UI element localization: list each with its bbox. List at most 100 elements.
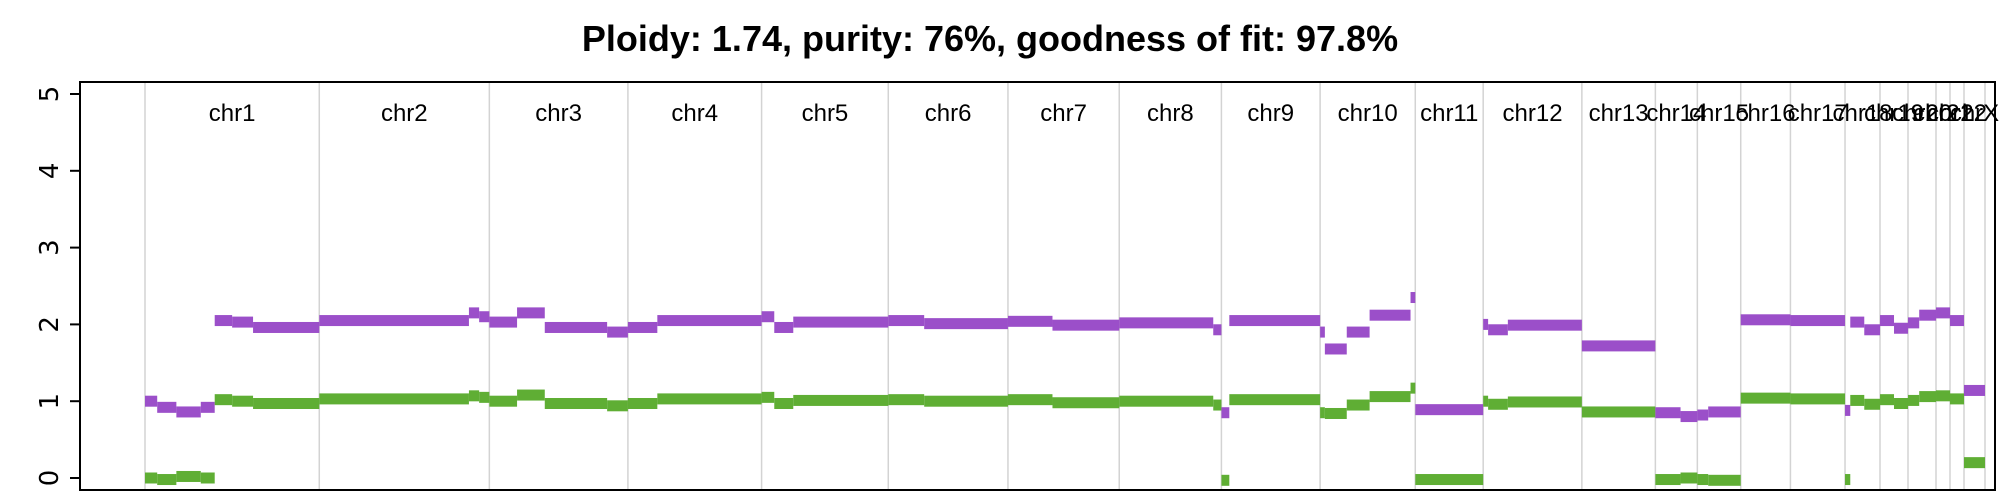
minor-cn-segment (1410, 382, 1416, 394)
chromosome-label: chr21 (1913, 100, 1973, 127)
major-cn-segment (1483, 318, 1489, 330)
minor-cn-segment (1119, 395, 1214, 407)
major-cn-segment (1488, 324, 1508, 336)
chromosome-label: chr18 (1832, 100, 1892, 127)
chart-title: Ploidy: 1.74, purity: 76%, goodness of f… (581, 18, 1399, 59)
minor-cn-segment (1213, 399, 1222, 411)
minor-cn-segment (1936, 390, 1951, 402)
major-cn-segment (1415, 404, 1484, 416)
minor-cn-segment (1880, 394, 1895, 406)
minor-cn-segment (627, 398, 658, 410)
minor-cn-segment (1894, 398, 1909, 410)
major-cn-segment (1369, 309, 1411, 321)
major-cn-segment (1324, 343, 1347, 355)
major-cn-segment (1919, 309, 1937, 321)
minor-cn-segment (607, 400, 628, 412)
major-cn-segment (253, 321, 320, 333)
minor-cn-segment (176, 470, 201, 482)
major-cn-segment (200, 401, 215, 413)
minor-cn-segment (1229, 394, 1321, 406)
chromosome-label: chr20 (1892, 100, 1952, 127)
chromosome-label: chr11 (1420, 100, 1478, 127)
major-cn-segment (468, 307, 480, 319)
major-cn-segment (1507, 319, 1582, 331)
minor-cn-segment (1850, 394, 1865, 406)
minor-cn-segment (1950, 393, 1965, 405)
major-cn-segment (774, 321, 794, 333)
minor-cn-segment (1964, 457, 1985, 469)
minor-cn-segment (1221, 474, 1230, 486)
chromosome-label: chr15 (1689, 100, 1749, 127)
minor-cn-segment (1581, 406, 1656, 418)
major-cn-segment (319, 315, 469, 327)
major-cn-segment (232, 316, 254, 328)
major-cn-segment (1213, 324, 1222, 336)
major-cn-segment (176, 406, 201, 418)
major-cn-segment (1581, 340, 1656, 352)
major-cn-segment (1740, 314, 1791, 326)
chromosome-label: chr8 (1147, 100, 1194, 127)
minor-cn-segment (253, 398, 320, 410)
minor-cn-segment (1908, 394, 1920, 406)
minor-cn-segment (1655, 474, 1681, 486)
major-cn-segment (1950, 315, 1965, 327)
chromosome-label: chr14 (1646, 100, 1706, 127)
minor-cn-segment (232, 395, 254, 407)
y-tick-label: 0 (35, 470, 65, 487)
major-cn-segment (627, 321, 658, 333)
minor-cn-segment (544, 398, 608, 410)
major-cn-segment (1894, 322, 1909, 334)
chromosome-label: chr16 (1736, 100, 1796, 127)
major-cn-segment (479, 311, 490, 323)
grid-lines (144, 82, 1986, 490)
minor-cn-segment (214, 394, 233, 406)
minor-cn-segment (657, 393, 762, 405)
major-cn-segment (1964, 384, 1985, 396)
chromosome-label: chr22 (1927, 100, 1987, 127)
y-axis: 0 1 2 3 4 5 (35, 86, 81, 487)
major-cn-segment (1655, 407, 1681, 419)
major-cn-segment (657, 315, 762, 327)
minor-cn-segment (1052, 397, 1120, 409)
chromosome-labels: chr1 chr2 chr3 chr4 chr5 chr6 chr7 chr8 chr9 chr1… (209, 100, 1999, 127)
minor-cn-segment (1680, 472, 1698, 484)
chromosome-label: chr17 (1788, 100, 1848, 127)
major-cn-segment (1908, 317, 1920, 329)
minor-cn-segment (1507, 396, 1582, 408)
major-cn-segment (1850, 316, 1865, 328)
minor-cn-segment (319, 393, 469, 405)
major-cn-segment (761, 311, 775, 323)
major-cn-segment (1119, 317, 1214, 329)
major-cn-segment (157, 401, 177, 413)
chromosome-label: chr19 (1864, 100, 1924, 127)
minor-cn-segment (479, 391, 490, 403)
minor-cn-segment (793, 394, 889, 406)
chromosome-label: chr7 (1040, 100, 1087, 127)
major-cn-segment (1936, 307, 1951, 319)
minor-cn-segment (489, 395, 518, 407)
y-tick-label: 2 (35, 316, 65, 333)
major-cn-segment (1708, 406, 1741, 418)
chromosome-label: chr12 (1503, 100, 1563, 127)
major-cn-segment (888, 315, 925, 327)
major-cn-segment (793, 316, 889, 328)
minor-cn-segment (1740, 392, 1791, 404)
minor-cn-segment (774, 398, 794, 410)
major-cn-segment (489, 316, 518, 328)
major-cn-segment (1320, 326, 1325, 338)
y-tick-label: 1 (35, 393, 65, 410)
chromosome-label: chr3 (535, 100, 582, 127)
minor-cn-segment (157, 474, 177, 486)
minor-cn-segment (1324, 407, 1347, 419)
minor-cn-segment (1919, 391, 1937, 403)
major-cn-segment (1007, 315, 1053, 327)
minor-cn-segment (468, 390, 480, 402)
minor-cn-segment (1488, 398, 1508, 410)
major-cn-segment (1410, 292, 1416, 304)
chromosome-label: chr6 (925, 100, 972, 127)
minor-cn-segment (1369, 391, 1411, 403)
major-cn-segment (1790, 315, 1846, 327)
minor-cn-segment (1790, 393, 1846, 405)
major-cn-segment (214, 315, 233, 327)
